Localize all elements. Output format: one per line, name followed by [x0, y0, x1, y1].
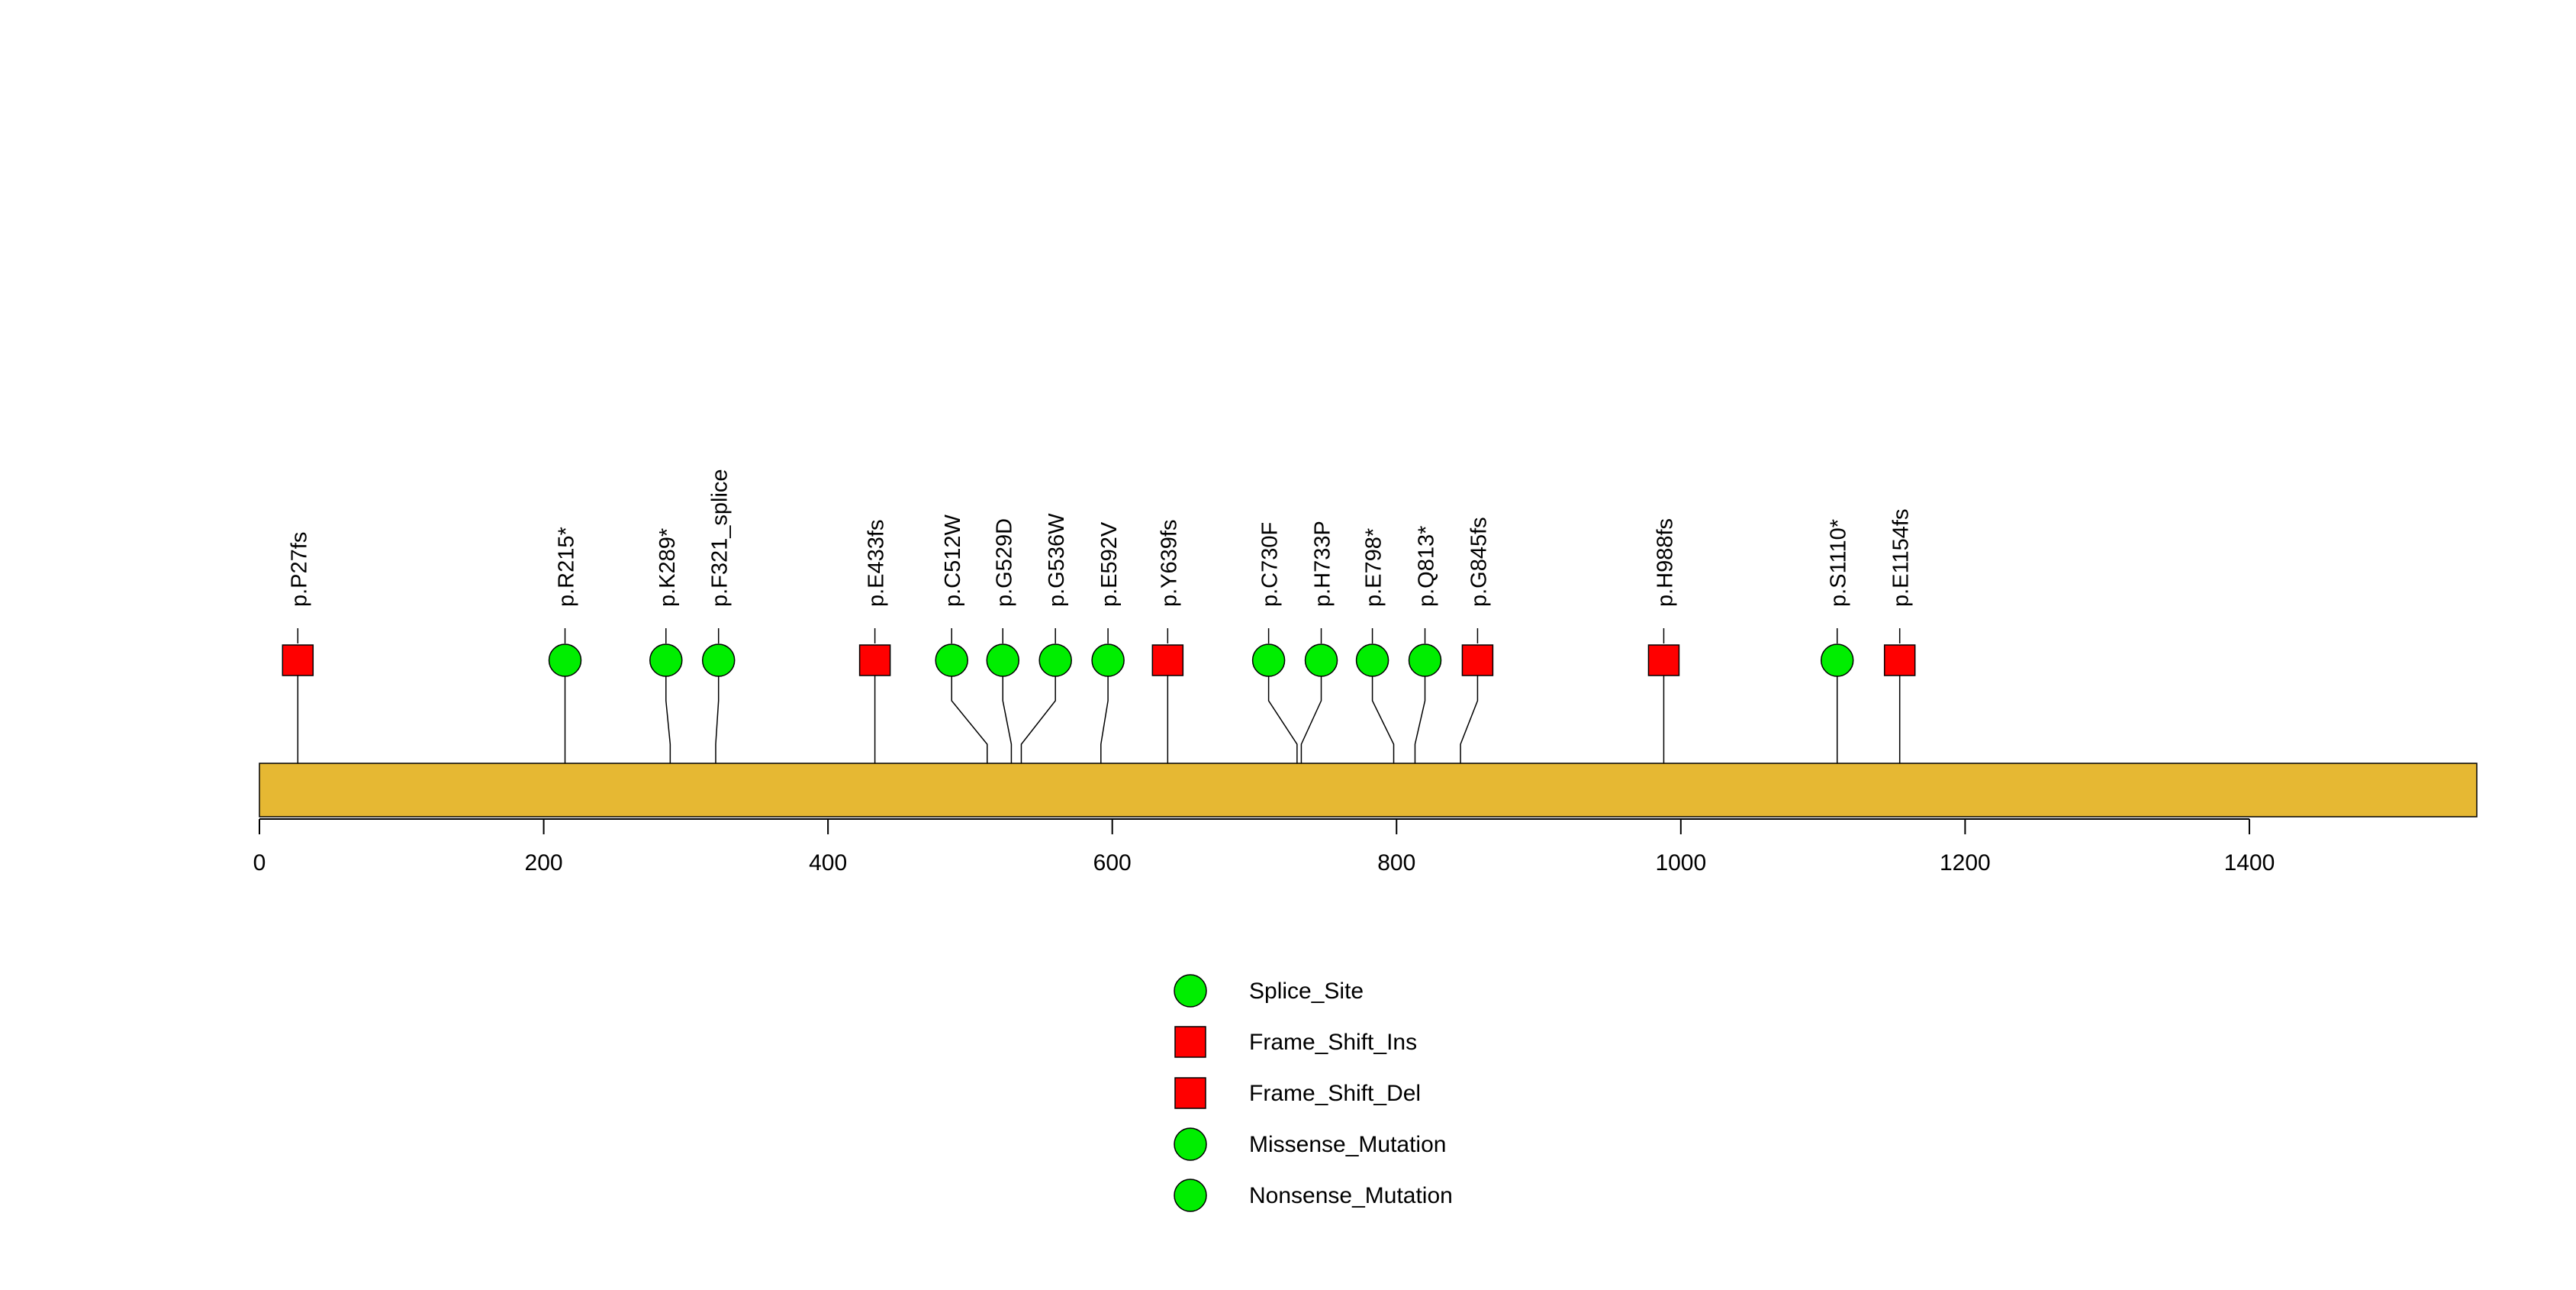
mutation-label-p-e798: p.E798* [1362, 528, 1386, 607]
marker-p-e433fs [858, 644, 891, 676]
mutation-label-p-s1110: p.S1110* [1827, 519, 1851, 607]
mutation-markers [282, 643, 1916, 677]
mutation-label-p-g845fs: p.G845fs [1467, 517, 1491, 607]
mutation-label-p-h988fs: p.H988fs [1653, 518, 1677, 607]
marker-p-r215 [548, 643, 582, 677]
marker-p-e798 [1355, 643, 1389, 677]
stem-p-e798 [1371, 660, 1395, 763]
stem-p-h733p [1300, 660, 1322, 763]
mutation-label-p-r215: p.R215* [555, 527, 579, 607]
mutation-label-p-y639fs: p.Y639fs [1157, 520, 1181, 607]
legend-swatch-frame-shift-del [1174, 1077, 1206, 1109]
stem-p-f321-splice [715, 660, 720, 763]
legend: Splice_Site Frame_Shift_Ins Frame_Shift_De… [1174, 974, 1453, 1212]
legend-swatch-frame-shift-ins [1174, 1026, 1206, 1058]
x-tick-label-200: 200 [525, 850, 563, 876]
marker-p-g536w [1038, 643, 1072, 677]
x-tick-label-400: 400 [809, 850, 847, 876]
legend-swatch-missense-mutation [1174, 1127, 1207, 1161]
legend-label-nonsense-mutation: Nonsense_Mutation [1249, 1183, 1453, 1208]
marker-p-p27fs [282, 644, 314, 676]
mutation-label-p-e592v: p.E592V [1097, 521, 1122, 607]
mutation-label-p-e1154fs: p.E1154fs [1889, 509, 1914, 607]
mutation-label-p-f321-splice: p.F321_splice [708, 469, 733, 607]
x-tick-label-600: 600 [1093, 850, 1132, 876]
marker-p-q813 [1408, 643, 1442, 677]
stem-p-g536w [1020, 660, 1056, 763]
mutation-label-p-g529d: p.G529D [992, 518, 1016, 607]
stem-p-g845fs [1460, 660, 1479, 763]
x-tick-label-1200: 1200 [1940, 850, 1991, 876]
stem-p-k289 [665, 660, 671, 763]
legend-label-missense-mutation: Missense_Mutation [1249, 1132, 1446, 1157]
marker-p-c512w [935, 643, 968, 677]
stem-p-q813 [1414, 660, 1426, 763]
mutation-label-p-e433fs: p.E433fs [865, 520, 889, 607]
x-tick-label-1000: 1000 [1655, 850, 1706, 876]
mutation-labels: p.P27fs p.R215* p.K289* p.F321_splice p.E433… [287, 469, 1913, 607]
mutation-label-p-g536w: p.G536W [1045, 513, 1069, 607]
mutation-label-p-c730f: p.C730F [1258, 522, 1283, 607]
legend-swatch-splice-site [1174, 974, 1207, 1008]
x-tick-label-800: 800 [1377, 850, 1415, 876]
x-axis: 0 200 400 600 800 1000 1200 1400 [253, 818, 2275, 876]
x-tick-label-1400: 1400 [2224, 850, 2275, 876]
marker-p-g529d [986, 643, 1020, 677]
stem-p-c512w [951, 660, 988, 763]
legend-label-splice-site: Splice_Site [1249, 979, 1364, 1004]
mutation-label-p-c512w: p.C512W [941, 514, 965, 607]
mutation-stems [297, 628, 1901, 763]
marker-p-s1110 [1820, 643, 1854, 677]
x-tick-label-0: 0 [253, 850, 266, 876]
marker-p-k289 [649, 643, 683, 677]
mutation-label-p-k289: p.K289* [655, 528, 680, 607]
marker-p-h988fs [1647, 644, 1680, 676]
legend-swatch-nonsense-mutation [1174, 1179, 1207, 1212]
mutation-label-p-q813: p.Q813* [1415, 526, 1439, 607]
mutation-label-p-p27fs: p.P27fs [287, 532, 311, 607]
marker-p-c730f [1251, 643, 1286, 677]
marker-p-h733p [1304, 643, 1338, 677]
protein-bar [259, 763, 2478, 818]
legend-label-frame-shift-ins: Frame_Shift_Ins [1249, 1030, 1417, 1055]
marker-p-g845fs [1461, 644, 1494, 676]
stem-p-e592v [1100, 660, 1109, 763]
mutation-label-p-h733p: p.H733P [1311, 521, 1335, 607]
marker-p-y639fs [1151, 644, 1184, 676]
stem-p-c730f [1267, 660, 1298, 763]
stem-p-g529d [1002, 660, 1013, 763]
legend-label-frame-shift-del: Frame_Shift_Del [1249, 1081, 1421, 1106]
marker-p-e1154fs [1883, 644, 1916, 676]
marker-p-f321-splice [701, 643, 736, 677]
marker-p-e592v [1091, 643, 1125, 677]
